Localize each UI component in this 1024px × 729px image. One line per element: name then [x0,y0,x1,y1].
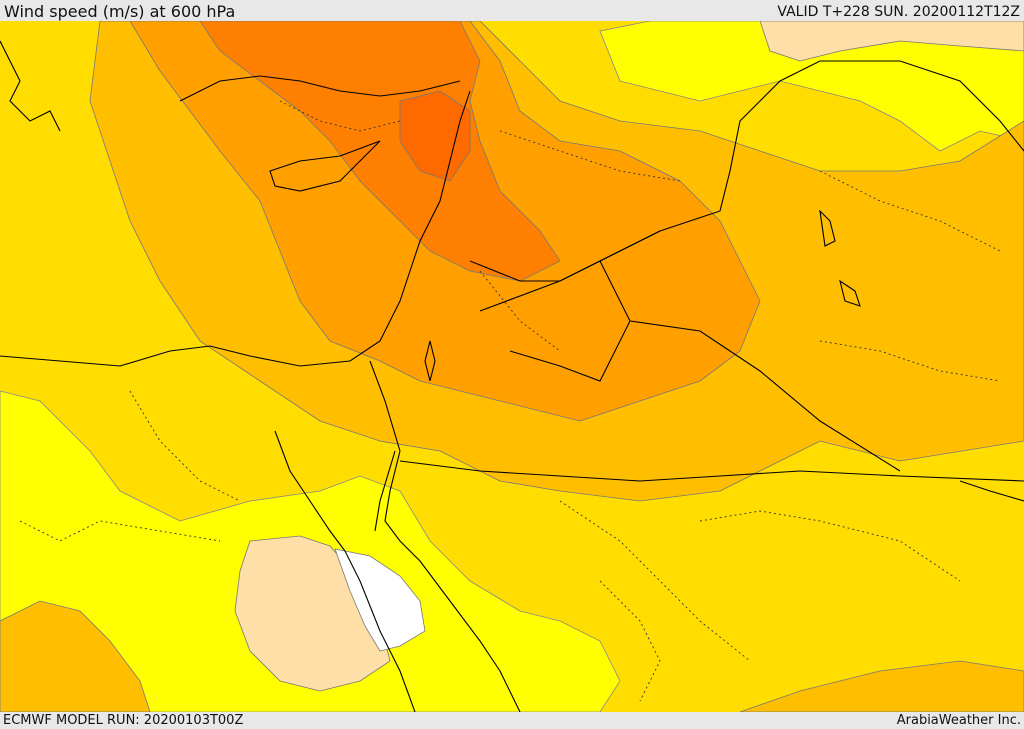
internal-border-4 [699,510,961,582]
field-low-northeast [759,21,1024,62]
border-jordan-iraq [599,60,1024,262]
coastlines [0,40,1024,712]
internal-border-6 [279,100,401,132]
coastline-persian-gulf [959,480,1024,502]
internal-border-9 [819,340,1001,382]
wind-speed-map[interactable] [0,21,1024,712]
field-moderate-high-southeast [739,660,1024,712]
internal-borders [19,100,1001,702]
coastline-red-sea-east [384,450,521,712]
field-extreme [399,90,471,182]
field-very-low [334,548,426,652]
internal-border-3 [559,500,751,662]
valid-time: VALID T+228 SUN. 20200112T12Z [777,4,1020,20]
internal-border-8 [499,130,681,182]
map-title: Wind speed (m/s) at 600 hPa [4,2,236,21]
field-moderate-high-southwest [0,600,151,712]
map-header: Wind speed (m/s) at 600 hPa VALID T+228 … [0,0,1024,21]
border-egypt-saudi [399,460,1024,482]
internal-border-2 [19,520,221,542]
internal-border-1 [129,390,241,502]
border-syria-iraq [479,230,661,312]
cyprus-coastline [269,140,381,192]
coastline-mediterranean [0,90,471,367]
field-light-northeast [599,21,1024,152]
border-israel-egypt [369,360,401,452]
lake-2 [839,279,861,307]
coastline-red-sea-west [274,430,416,712]
coastline-gulf-of-aqaba [374,450,396,532]
map-svg [0,21,1024,712]
border-iraq-saudi [629,320,901,472]
internal-border-5 [479,270,561,352]
coastline-anatolia [179,75,461,102]
credit-label: ArabiaWeather Inc. [896,713,1021,728]
map-footer: ECMWF MODEL RUN: 20200103T00Z ArabiaWeat… [0,712,1024,729]
coastline-aegean [0,40,61,132]
lake-1 [819,209,836,247]
model-run-label: ECMWF MODEL RUN: 20200103T00Z [3,713,244,728]
field-very-high [199,21,561,282]
dead-sea [424,340,436,382]
border-jordan-saudi [509,260,631,382]
